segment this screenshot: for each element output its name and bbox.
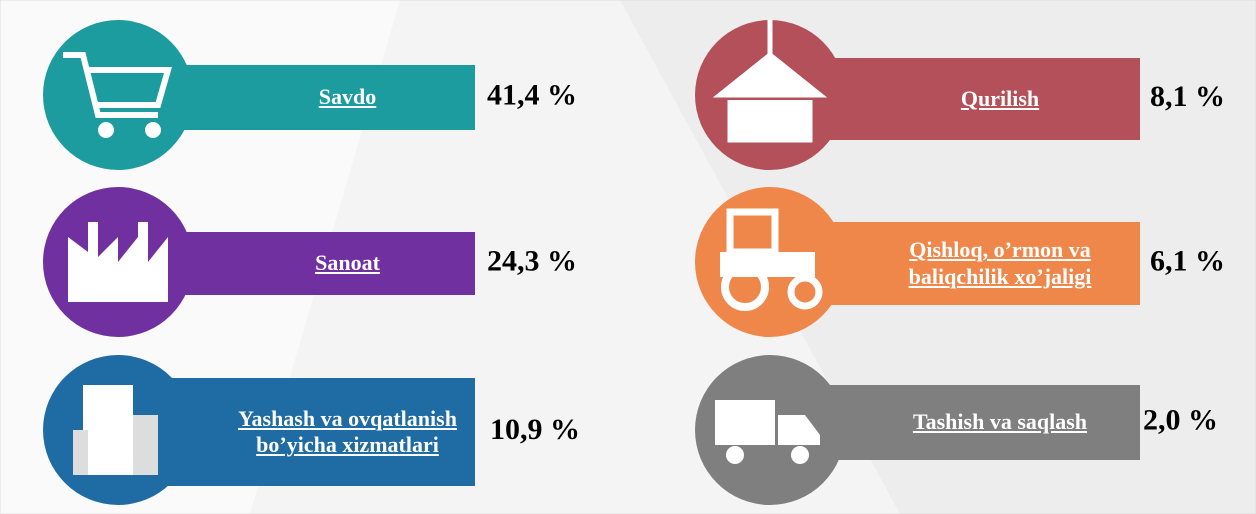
icon-group xyxy=(712,20,828,143)
icon xyxy=(721,263,769,311)
icon xyxy=(133,415,158,475)
sector-value: 2,0 % xyxy=(1143,403,1218,436)
sector-label: Savdo xyxy=(318,84,377,110)
icon xyxy=(68,222,168,302)
sector-label-box: Qishloq, o’rmon va baliqchilik xo’jaligi xyxy=(908,237,1092,289)
sector-label: Qishloq, o’rmon va baliqchilik xo’jaligi xyxy=(908,237,1092,289)
sector-label-box: Sanoat xyxy=(315,250,380,276)
sector-label-box: Yashash va ovqatlanish bo’yicha xizmatla… xyxy=(238,405,457,457)
sector-label-box: Qurilish xyxy=(960,85,1040,111)
label-banner xyxy=(790,58,1140,140)
icon xyxy=(778,415,820,445)
icon xyxy=(726,446,744,464)
icon-group xyxy=(73,385,158,475)
icon xyxy=(787,274,823,310)
icon-group xyxy=(63,52,172,138)
icon xyxy=(63,52,172,118)
sector-value: 6,1 % xyxy=(1150,244,1225,277)
icon xyxy=(98,122,114,138)
sector-value: 24,3 % xyxy=(487,244,577,277)
sector-label: Tashish va saqlash xyxy=(912,409,1088,435)
sector-label: Yashash va ovqatlanish bo’yicha xizmatla… xyxy=(238,405,457,457)
icon xyxy=(791,446,809,464)
icon xyxy=(715,400,775,445)
sector-label-box: Tashish va saqlash xyxy=(912,409,1088,435)
icon xyxy=(83,385,133,475)
icon-group xyxy=(715,400,820,464)
sector-value: 8,1 % xyxy=(1150,80,1225,113)
icon-circle xyxy=(43,20,193,170)
sector-value: 10,9 % xyxy=(490,413,580,446)
label-banner xyxy=(150,378,475,486)
sector-label: Qurilish xyxy=(960,85,1040,111)
label-banner xyxy=(790,222,1140,305)
label-banner xyxy=(790,385,1140,460)
icon-group xyxy=(720,208,823,311)
sector-label-box: Savdo xyxy=(318,84,377,110)
icon xyxy=(73,430,88,475)
label-banner xyxy=(150,65,475,130)
icon xyxy=(145,122,161,138)
sector-label: Sanoat xyxy=(315,250,380,276)
icon xyxy=(712,20,828,143)
icon-group xyxy=(68,222,168,302)
label-banner xyxy=(150,232,475,295)
sector-value: 41,4 % xyxy=(487,78,577,111)
